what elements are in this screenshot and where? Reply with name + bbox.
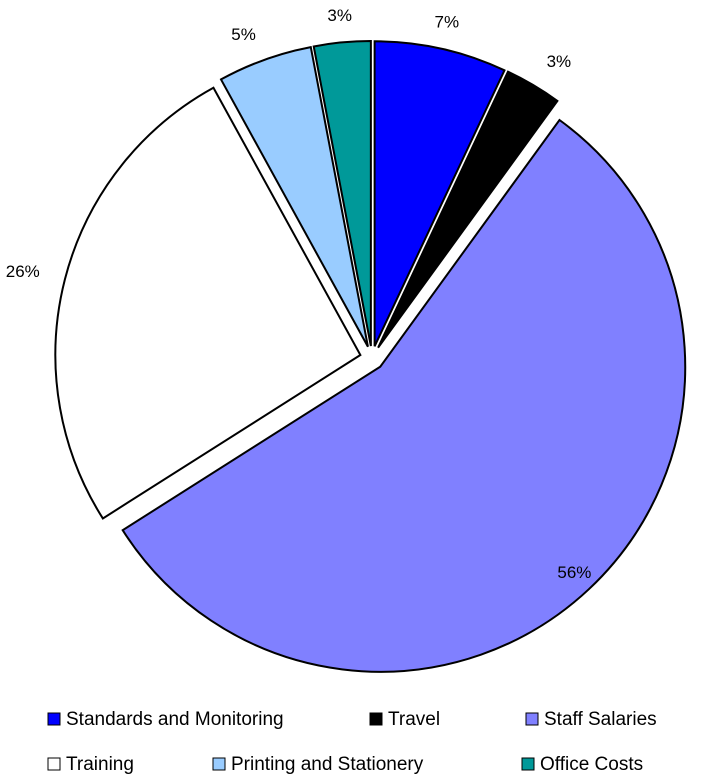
legend-swatch [47,757,61,771]
data-label: 7% [435,13,460,32]
data-label: 26% [6,262,40,281]
pie-slice [54,86,362,520]
pie-slice [121,118,687,673]
legend-label: Office Costs [540,754,643,775]
legend-swatch [212,757,226,771]
legend-label: Training [66,754,134,775]
legend-swatch [47,712,61,726]
data-label: 3% [547,52,572,71]
legend-label: Travel [388,709,440,730]
legend-swatch [369,712,383,726]
legend-label: Staff Salaries [544,709,657,730]
data-label: 3% [327,6,352,25]
legend-swatch [525,712,539,726]
data-label: 56% [557,563,591,582]
data-label: 5% [231,25,256,44]
pie-slice [312,40,372,347]
pie-slice [219,45,369,348]
legend-label: Printing and Stationery [231,754,424,775]
legend-swatch [521,757,535,771]
pie-slice [377,70,559,349]
legend-label: Standards and Monitoring [66,709,284,730]
pie-slice [373,40,506,347]
